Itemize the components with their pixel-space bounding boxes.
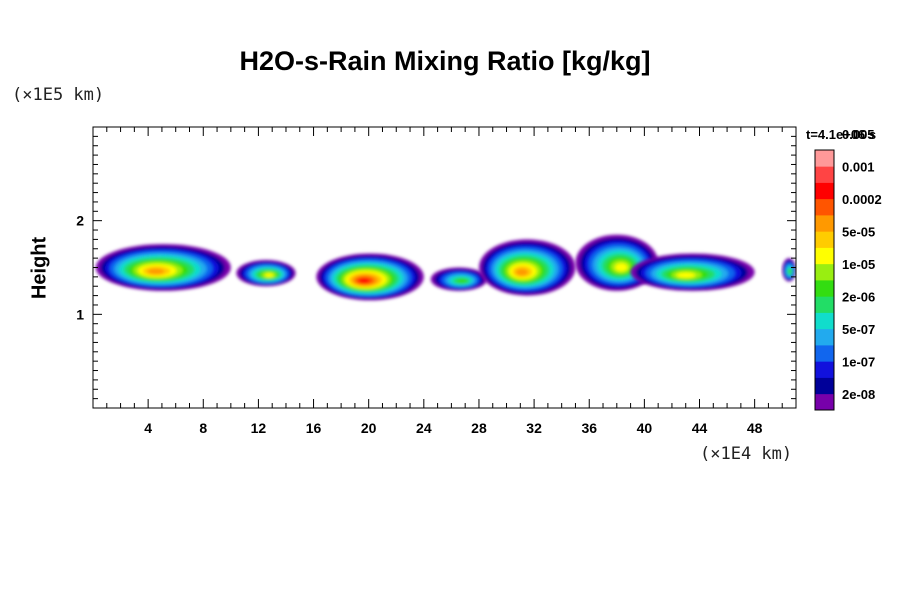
colorbar-swatch: [815, 215, 834, 232]
x-tick-label: 40: [637, 420, 653, 436]
colorbar-swatch: [815, 263, 834, 281]
colorbar-swatch: [815, 280, 834, 297]
x-tick-label: 8: [199, 420, 207, 436]
y-axis-unit: (×1E5 km): [12, 85, 105, 105]
colorbar-label: 0.0002: [842, 192, 882, 207]
x-axis-unit: (×1E4 km): [700, 444, 793, 464]
x-tick-label: 32: [526, 420, 542, 436]
rain-region: [95, 244, 231, 291]
colorbar-swatch: [815, 150, 834, 167]
rain-region: [236, 260, 296, 287]
colorbar-label: 0.001: [842, 159, 875, 174]
y-tick-label: 2: [76, 213, 84, 229]
plot-area: [95, 234, 796, 301]
colorbar-swatch: [815, 393, 834, 411]
chart-title: H2O-s-Rain Mixing Ratio [kg/kg]: [239, 46, 651, 76]
colorbar-swatch: [815, 247, 834, 265]
colorbar-label: 5e-07: [842, 322, 875, 337]
rain-region: [782, 258, 796, 282]
rain-region: [478, 239, 576, 296]
colorbar-label: 1e-05: [842, 257, 875, 272]
colorbar-swatch: [815, 166, 834, 183]
contour-level: [264, 273, 274, 278]
x-tick-label: 20: [361, 420, 377, 436]
x-tick-label: 4: [144, 420, 152, 436]
colorbar-swatch: [815, 182, 834, 200]
contour-level: [147, 268, 165, 275]
colorbar-swatch: [815, 361, 834, 378]
rain-region: [430, 267, 488, 291]
colorbar-swatch: [815, 231, 834, 248]
colorbar-frame: [814, 149, 835, 411]
colorbar-label: 2e-08: [842, 387, 875, 402]
colorbar-swatch: [815, 377, 834, 395]
x-tick-label: 36: [581, 420, 597, 436]
x-tick-label: 44: [692, 420, 708, 436]
y-tick-label: 1: [76, 306, 84, 322]
time-label: t=4.1e+06 s: [806, 127, 877, 142]
colorbar-label: 0.005: [842, 127, 875, 142]
colorbar-swatch: [815, 345, 834, 362]
contour-level: [515, 268, 529, 276]
contour-level: [456, 278, 468, 284]
x-tick-label: 28: [471, 420, 487, 436]
colorbar-label: 1e-07: [842, 354, 875, 369]
colorbar-swatch: [815, 296, 834, 313]
contour-level: [358, 278, 370, 284]
contour-level: [615, 263, 628, 272]
x-tick-label: 16: [306, 420, 322, 436]
rain-region: [630, 253, 755, 291]
x-tick-label: 48: [747, 420, 763, 436]
contour-level: [676, 272, 696, 279]
rain-region: [316, 253, 424, 301]
colorbar-swatch: [815, 328, 834, 346]
x-tick-label: 12: [251, 420, 267, 436]
colorbar-label: 2e-06: [842, 289, 875, 304]
x-tick-label: 24: [416, 420, 432, 436]
colorbar-label: 5e-05: [842, 224, 875, 239]
colorbar-swatch: [815, 198, 834, 216]
colorbar-swatch: [815, 312, 834, 330]
colorbar: 2e-08 1e-07 5e-07 2e-06 1e-05 5e-05 0.0002 0.00…: [814, 127, 882, 411]
contour-level: [787, 269, 792, 274]
